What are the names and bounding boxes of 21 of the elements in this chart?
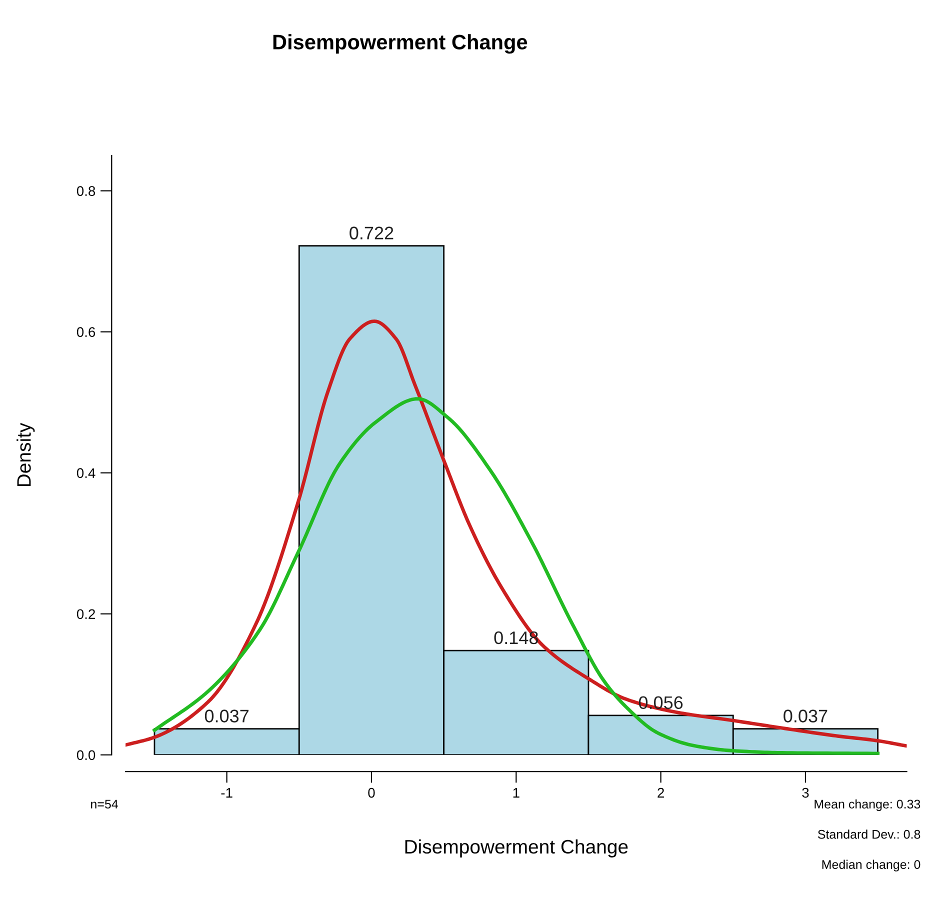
x-tick-label: -1 (221, 788, 232, 798)
text: n=54 (91, 800, 118, 809)
text: Standard Dev.: 0.8 (818, 830, 920, 839)
text: Median change: 0 (822, 860, 920, 872)
x-tick-label: 3 (802, 788, 809, 798)
chart-title: Disempowerment Change (273, 34, 528, 54)
y-axis-title: Density (16, 422, 35, 486)
y-tick-label: 0.6 (76, 327, 96, 337)
data-label: 0.056 (638, 696, 683, 710)
x-tick-label: 2 (658, 788, 664, 798)
y-tick-label: 0.2 (76, 609, 95, 620)
x-tick-label: 0 (368, 788, 375, 798)
y-tick-label: 0.8 (76, 186, 96, 196)
y-tick-label: 0.0 (76, 750, 96, 760)
y-tick-label: 0.4 (76, 468, 96, 478)
data-label: 0.037 (204, 710, 249, 722)
x-tick-label: 1 (513, 788, 520, 798)
x-axis-title: Disempowerment Change (405, 839, 628, 858)
data-label: 0.722 (350, 226, 394, 240)
data-label: 0.037 (784, 710, 828, 722)
text: Mean change: 0.33 (814, 799, 920, 812)
